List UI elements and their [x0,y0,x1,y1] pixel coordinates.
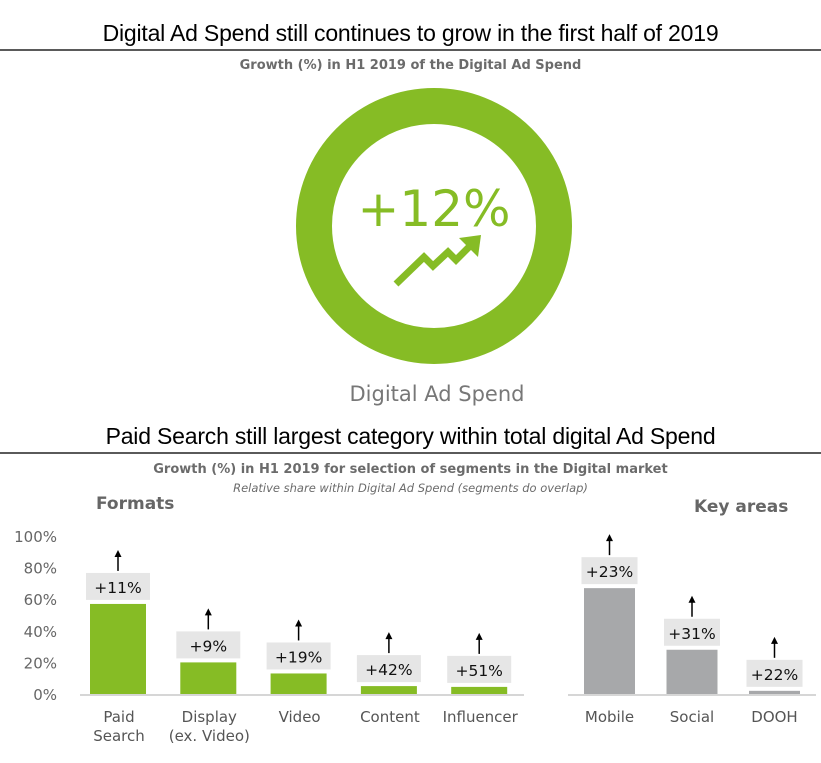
group-title-formats: Formats [96,494,175,514]
x-category-label: Social [670,708,714,726]
up-arrow-head-icon [204,608,212,616]
up-arrow-head-icon [295,619,303,627]
group-title-key-areas: Key areas [694,497,789,517]
x-category-label: Video [279,708,321,726]
bar-dooh [749,690,800,694]
growth-label-box [176,631,241,659]
growth-label-box [356,655,421,683]
up-arrow-head-icon [475,632,483,640]
growth-label: +19% [275,648,322,666]
bar-mobile [584,588,635,694]
up-arrow-head-icon [771,636,778,644]
bar-chart-note: Relative share within Digital Ad Spend (… [233,481,588,495]
growth-label-box [746,659,803,687]
y-tick-label: 0% [33,686,57,704]
bar-social [666,649,718,694]
bar-video [270,673,327,694]
y-tick-label: 80% [24,560,57,578]
bar-influencer [451,686,508,694]
x-category-label: Influencer [443,708,519,726]
bar-display-ex-video [180,662,237,694]
y-tick-label: 40% [24,623,57,641]
page-title: Digital Ad Spend still continues to grow… [102,20,719,46]
ring-category-label: Digital Ad Spend [349,382,524,406]
x-category-label: Search [93,727,145,745]
trend-up-arrow-icon [393,235,481,287]
ring-value-label: +12% [357,180,510,238]
x-category-label: Mobile [585,708,634,726]
growth-label: +22% [751,666,798,684]
x-category-label: (ex. Video) [169,727,250,745]
growth-label: +23% [586,563,633,581]
ring-mark [296,88,572,364]
growth-label-box [266,642,331,670]
bar-paid-search [90,603,146,694]
title-divider [0,49,821,51]
up-arrow-head-icon [385,632,393,640]
x-category-label: Display [182,708,237,726]
up-arrow-head-icon [688,595,696,603]
ring-chart-subtitle: Growth (%) in H1 2019 of the Digital Ad … [239,58,582,73]
section-title: Paid Search still largest category withi… [105,423,716,449]
bar-chart-subtitle: Growth (%) in H1 2019 for selection of s… [153,462,668,477]
up-arrow-head-icon [114,549,122,557]
x-category-label: Content [360,708,420,726]
growth-label: +31% [668,625,715,643]
section-divider [0,452,821,454]
y-tick-label: 100% [14,528,57,546]
bar-content [360,686,417,694]
growth-label-box [664,618,720,646]
growth-label: +42% [365,661,412,679]
growth-label-box [447,655,512,683]
y-tick-label: 20% [24,654,57,672]
y-tick-label: 60% [24,591,57,609]
ring-chart: +12% Digital Ad Spend [296,88,572,406]
growth-label: +9% [190,637,228,655]
growth-label: +51% [455,662,502,680]
up-arrow-head-icon [606,534,613,542]
growth-label-box [581,557,638,585]
x-category-label: DOOH [751,708,797,726]
x-category-label: Paid [103,708,134,726]
growth-label-box [86,572,150,600]
growth-label: +11% [94,579,141,597]
